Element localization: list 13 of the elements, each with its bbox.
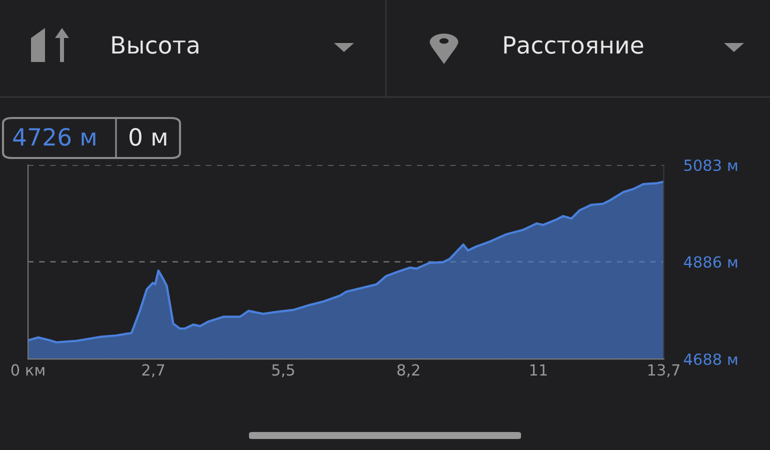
text: 4726 м <box>13 128 96 146</box>
text: Расстояние <box>504 36 644 54</box>
y-tick-label: 4688 м <box>684 353 738 366</box>
x-tick-label: 5,5 <box>272 364 294 378</box>
x-tick-label: 0 км <box>11 364 44 376</box>
x-tick-label: 2,7 <box>142 364 164 378</box>
text: Высота <box>112 36 198 54</box>
x-tick-label: 8,2 <box>397 364 420 378</box>
y-tick-label: 4886 м <box>684 256 738 268</box>
text: 0 м <box>130 128 166 146</box>
y-tick-label: 5083 м <box>684 159 738 172</box>
x-tick-label: 11 <box>530 364 547 376</box>
x-tick-label: 13,7 <box>648 364 680 378</box>
